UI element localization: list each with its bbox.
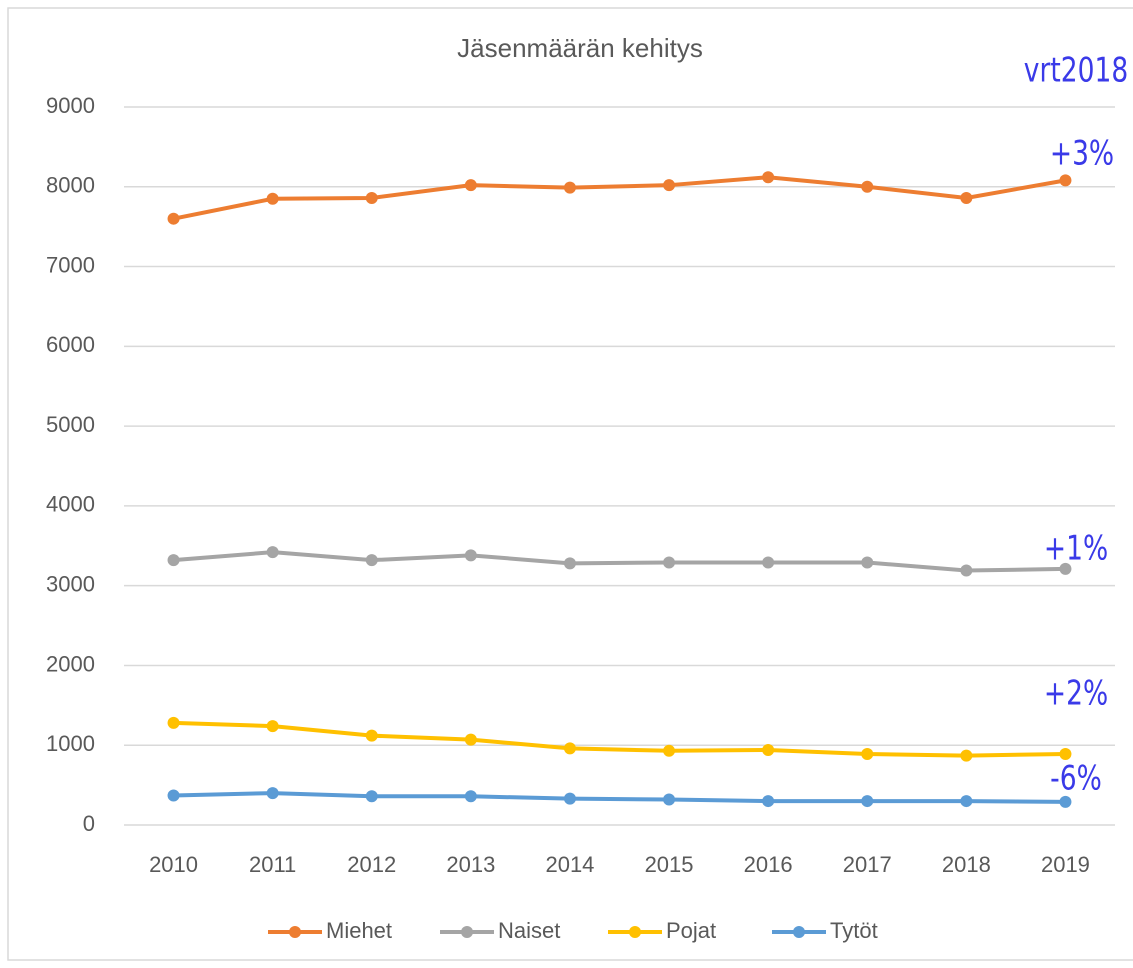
y-tick-label: 6000 bbox=[46, 332, 95, 357]
y-tick-label: 9000 bbox=[46, 93, 95, 118]
x-tick-label: 2015 bbox=[645, 852, 694, 877]
y-tick-label: 3000 bbox=[46, 571, 95, 596]
chart-title: Jäsenmäärän kehitys bbox=[457, 33, 703, 63]
series-line bbox=[173, 175, 1066, 221]
x-tick-label: 2014 bbox=[545, 852, 594, 877]
annotation: vrt2018 bbox=[1024, 51, 1128, 90]
annotation: -6% bbox=[1050, 759, 1102, 798]
data-point bbox=[266, 720, 279, 733]
x-tick-label: 2016 bbox=[744, 852, 793, 877]
data-point bbox=[563, 792, 576, 805]
y-tick-label: 0 bbox=[83, 811, 95, 836]
data-point bbox=[663, 744, 676, 757]
data-point bbox=[960, 795, 973, 808]
data-point bbox=[464, 549, 477, 562]
annotation: +3% bbox=[1050, 134, 1114, 173]
legend-marker bbox=[461, 926, 473, 938]
series-line bbox=[173, 791, 1066, 804]
data-point bbox=[762, 556, 775, 569]
x-tick-label: 2017 bbox=[843, 852, 892, 877]
y-tick-label: 5000 bbox=[46, 412, 95, 437]
data-point bbox=[861, 180, 874, 193]
x-tick-label: 2018 bbox=[942, 852, 991, 877]
data-point bbox=[563, 181, 576, 194]
data-point bbox=[861, 747, 874, 760]
data-point bbox=[365, 790, 378, 803]
data-point bbox=[464, 733, 477, 746]
data-point bbox=[762, 744, 775, 757]
x-tick-label: 2013 bbox=[446, 852, 495, 877]
data-point bbox=[960, 564, 973, 577]
data-point bbox=[960, 749, 973, 762]
x-tick-label: 2010 bbox=[149, 852, 198, 877]
annotation: +2% bbox=[1044, 674, 1108, 713]
data-point bbox=[167, 789, 180, 802]
data-point bbox=[464, 179, 477, 192]
data-point bbox=[266, 546, 279, 559]
data-point bbox=[663, 793, 676, 806]
x-tick-label: 2019 bbox=[1041, 852, 1090, 877]
y-tick-label: 7000 bbox=[46, 252, 95, 277]
data-point bbox=[365, 729, 378, 742]
legend-label: Tytöt bbox=[830, 918, 878, 943]
data-point bbox=[365, 191, 378, 204]
series-line bbox=[173, 550, 1066, 573]
chart-frame bbox=[7, 7, 1133, 961]
x-tick-label: 2011 bbox=[249, 852, 296, 877]
series-line bbox=[173, 720, 1066, 758]
data-point bbox=[266, 192, 279, 205]
data-point bbox=[1059, 795, 1072, 808]
data-point bbox=[563, 557, 576, 570]
y-tick-label: 2000 bbox=[46, 651, 95, 676]
data-point bbox=[167, 212, 180, 225]
data-point bbox=[167, 716, 180, 729]
data-point bbox=[167, 554, 180, 567]
data-point bbox=[365, 554, 378, 567]
data-point bbox=[1059, 174, 1072, 187]
data-point bbox=[663, 556, 676, 569]
data-point bbox=[1059, 562, 1072, 575]
y-tick-label: 1000 bbox=[46, 731, 95, 756]
data-point bbox=[563, 742, 576, 755]
legend-label: Pojat bbox=[666, 918, 716, 943]
legend-marker bbox=[289, 926, 301, 938]
y-tick-label: 8000 bbox=[46, 173, 95, 198]
data-point bbox=[960, 191, 973, 204]
legend-label: Miehet bbox=[326, 918, 392, 943]
data-point bbox=[464, 790, 477, 803]
data-point bbox=[762, 171, 775, 184]
data-point bbox=[762, 795, 775, 808]
x-tick-label: 2012 bbox=[347, 852, 396, 877]
data-point bbox=[663, 179, 676, 192]
legend-label: Naiset bbox=[498, 918, 560, 943]
data-point bbox=[861, 556, 874, 569]
legend-marker bbox=[629, 926, 641, 938]
y-tick-label: 4000 bbox=[46, 492, 95, 517]
legend-marker bbox=[793, 926, 805, 938]
data-point bbox=[861, 795, 874, 808]
data-point bbox=[1059, 747, 1072, 760]
annotation: +1% bbox=[1044, 529, 1108, 568]
data-point bbox=[266, 787, 279, 800]
